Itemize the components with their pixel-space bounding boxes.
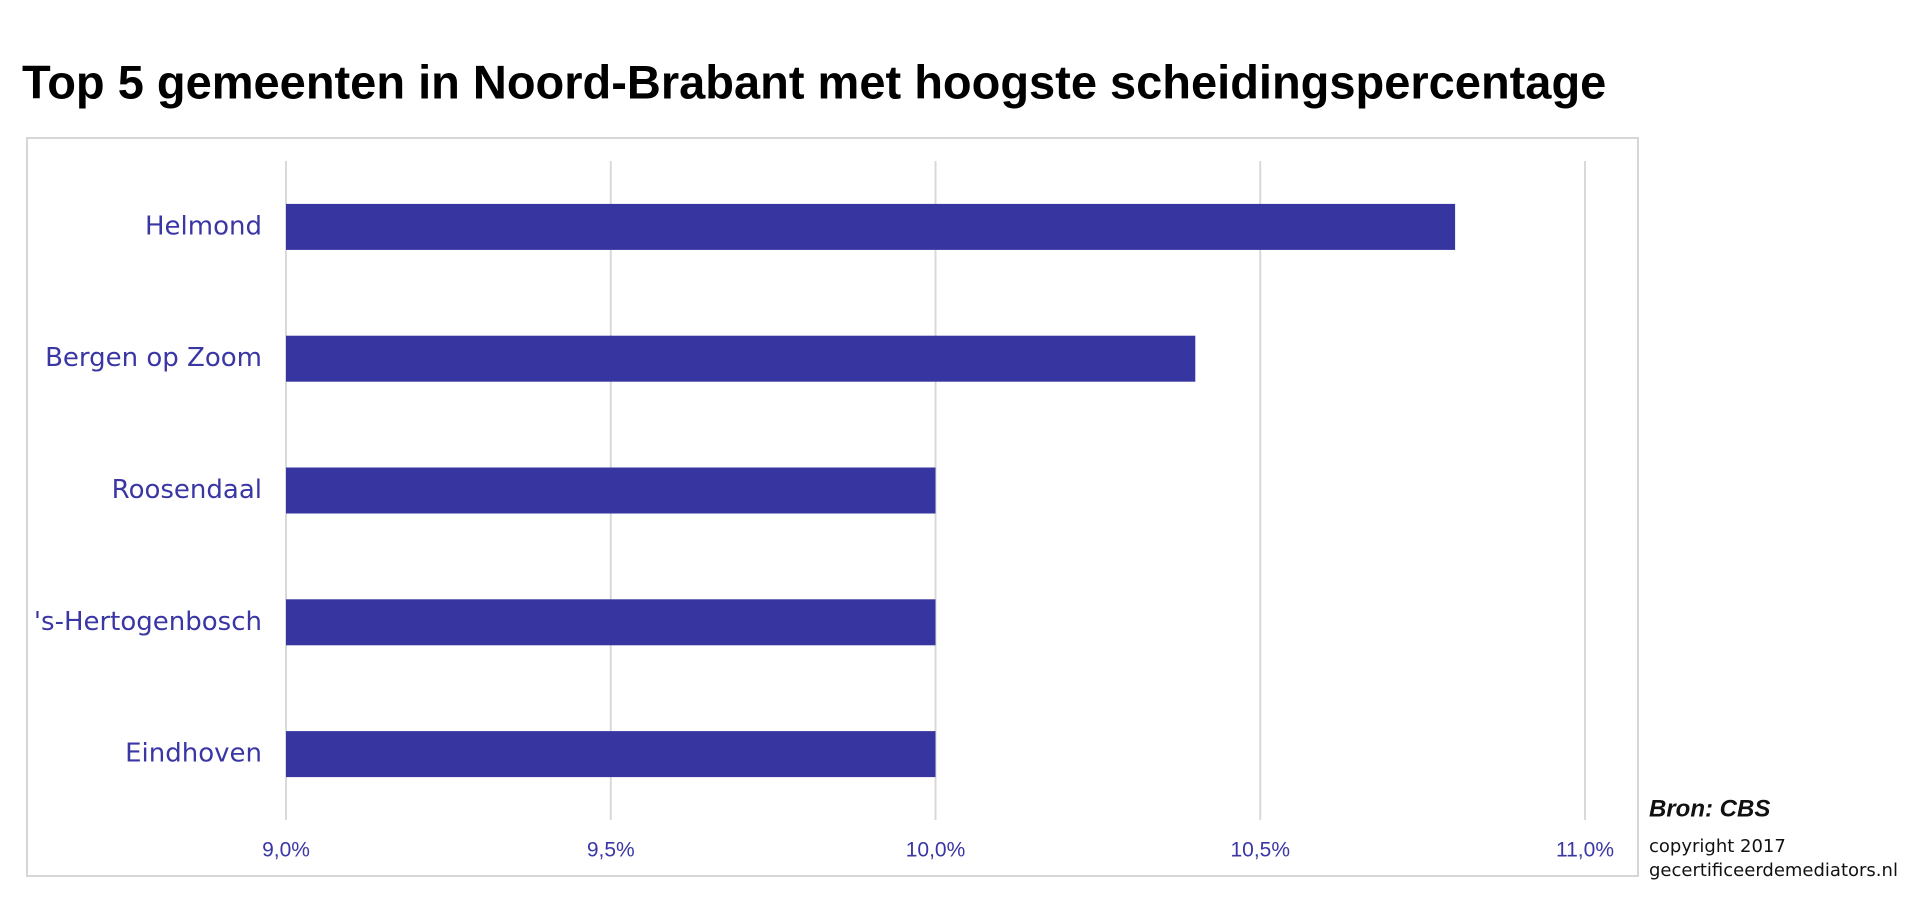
- copyright-note: copyright 2017: [1649, 836, 1786, 857]
- x-tick-label: 9,5%: [587, 839, 635, 862]
- bar: [286, 203, 1456, 250]
- x-tick-label: 10,5%: [1230, 839, 1290, 862]
- source-note: Bron: CBS: [1649, 795, 1770, 822]
- bar: [286, 335, 1196, 382]
- y-tick-label: Bergen op Zoom: [45, 343, 262, 373]
- x-tick-label: 11,0%: [1556, 839, 1614, 862]
- bar: [286, 731, 936, 778]
- y-tick-label: Helmond: [145, 211, 262, 241]
- website-note: gecertificeerdemediators.nl: [1649, 860, 1898, 881]
- chart-title: Top 5 gemeenten in Noord-Brabant met hoo…: [22, 55, 1606, 108]
- plot-frame: [26, 137, 1639, 877]
- y-tick-label: Roosendaal: [112, 475, 262, 505]
- y-tick-label: Eindhoven: [125, 739, 262, 769]
- x-tick-label: 10,0%: [906, 839, 966, 862]
- x-tick-label: 9,0%: [262, 839, 310, 862]
- y-tick-label: 's-Hertogenbosch: [34, 607, 262, 637]
- bar: [286, 467, 936, 514]
- bar: [286, 599, 936, 646]
